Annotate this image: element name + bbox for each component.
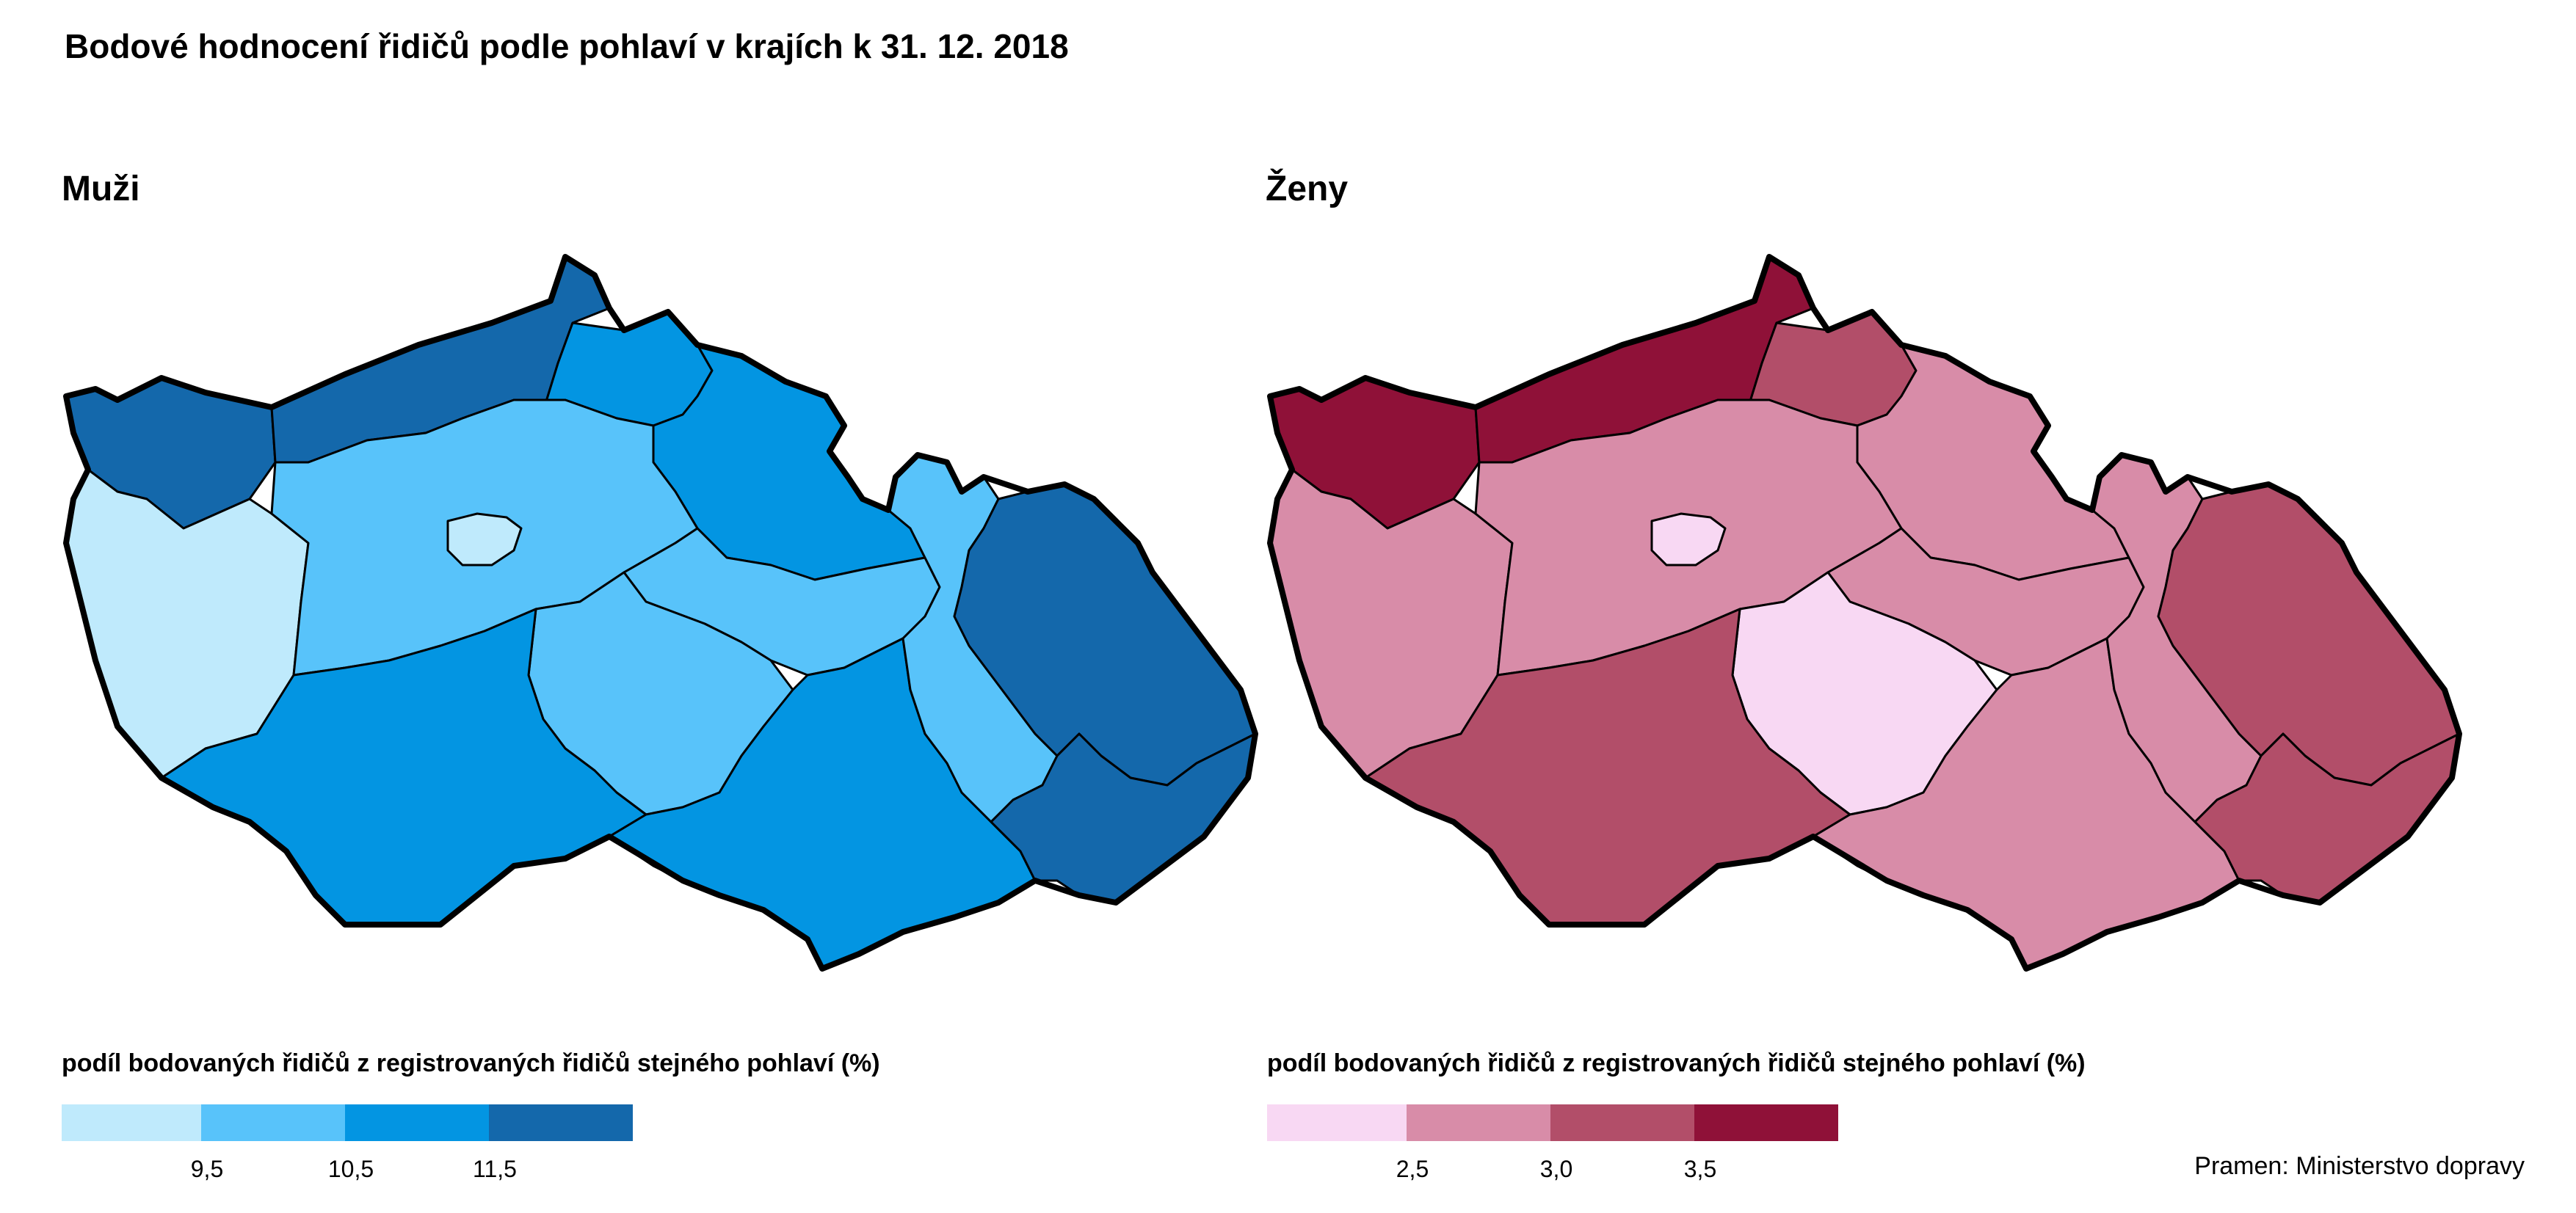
legend-tick-zeny-1: 2,5 — [1396, 1156, 1429, 1182]
source-note: Pramen: Ministerstvo dopravy — [2194, 1152, 2525, 1180]
legend-swatch-zeny-3 — [1550, 1104, 1694, 1141]
legend-tick-muzi-3: 11,5 — [473, 1156, 517, 1182]
legend-swatch-zeny-1 — [1267, 1104, 1407, 1141]
legend-tick-zeny-3: 3,5 — [1683, 1156, 1717, 1182]
region-praha-muzi — [446, 512, 523, 567]
legend-swatch-zeny-4 — [1694, 1104, 1838, 1141]
legend-swatch-zeny-2 — [1407, 1104, 1550, 1141]
chart-title: Bodové hodnocení řidičů podle pohlaví v … — [65, 27, 1069, 65]
legend-swatch-muzi-4 — [489, 1104, 633, 1141]
legend-title-zeny: podíl bodovaných řidičů z registrovaných… — [1267, 1049, 2086, 1077]
legend-title-muzi: podíl bodovaných řidičů z registrovaných… — [62, 1049, 880, 1077]
panel-title-muzi: Muži — [62, 170, 140, 208]
legend-swatch-muzi-1 — [62, 1104, 201, 1141]
legend-swatch-muzi-3 — [345, 1104, 489, 1141]
legend-bar-zeny — [1267, 1104, 1838, 1141]
country-outline-muzi — [63, 254, 1258, 972]
map-zeny — [1267, 254, 2462, 972]
legend-tick-muzi-2: 10,5 — [327, 1156, 374, 1182]
legend-tick-zeny-2: 3,0 — [1539, 1156, 1573, 1182]
country-outline-zeny — [1267, 254, 2462, 972]
map-muzi — [63, 254, 1258, 972]
region-praha-zeny — [1650, 512, 1727, 567]
legend-swatch-muzi-2 — [201, 1104, 345, 1141]
legend-bar-muzi — [62, 1104, 633, 1141]
panel-title-zeny: Ženy — [1266, 170, 1349, 208]
legend-tick-muzi-1: 9,5 — [190, 1156, 224, 1182]
